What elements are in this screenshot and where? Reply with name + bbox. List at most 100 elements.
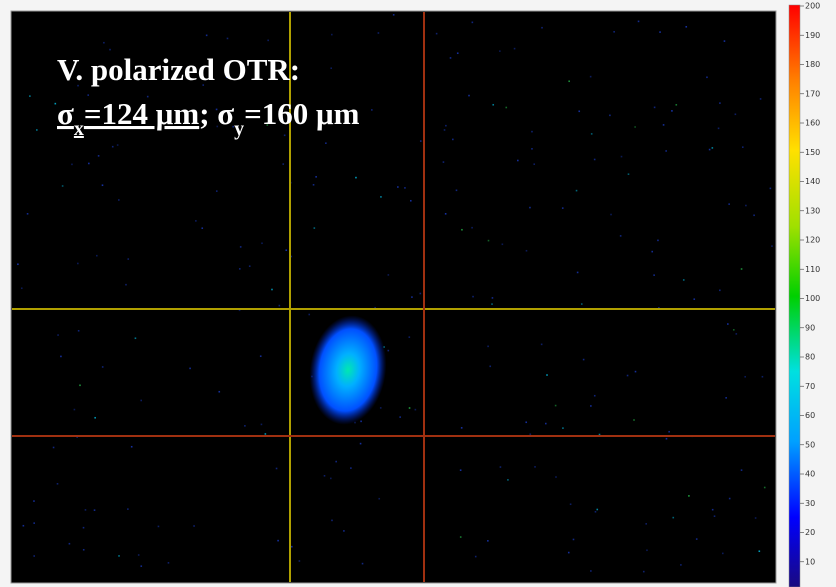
noise-dot	[741, 268, 743, 270]
noise-dot	[291, 546, 293, 548]
tick-label: 140	[805, 177, 820, 186]
noise-dot	[335, 461, 337, 463]
tick-label: 150	[805, 148, 820, 157]
noise-dot	[680, 564, 682, 566]
noise-dot	[260, 355, 262, 357]
tick-label: 110	[805, 265, 820, 274]
tick-label: 180	[805, 60, 820, 69]
noise-dot	[712, 147, 714, 149]
noise-dot	[109, 49, 111, 51]
noise-dot	[577, 272, 579, 274]
noise-dot	[696, 538, 698, 540]
noise-dot	[499, 50, 501, 52]
noise-dot	[651, 251, 653, 253]
noise-dot	[299, 560, 301, 562]
noise-dot	[507, 479, 509, 481]
noise-dot	[131, 446, 133, 448]
noise-dot	[719, 290, 721, 292]
noise-dot	[657, 240, 659, 242]
noise-dot	[771, 245, 773, 247]
noise-dot	[69, 543, 71, 545]
noise-dot	[709, 149, 711, 151]
noise-dot	[399, 416, 401, 418]
noise-dot	[613, 31, 615, 33]
noise-dot	[590, 405, 592, 407]
noise-dot	[378, 498, 380, 500]
noise-dot	[753, 214, 755, 216]
tick-label: 170	[805, 89, 820, 98]
noise-dot	[168, 562, 170, 564]
tick-label: 130	[805, 206, 820, 215]
noise-dot	[420, 293, 422, 295]
noise-dot	[138, 554, 140, 556]
noise-dot	[570, 503, 572, 505]
noise-dot	[277, 540, 279, 542]
noise-dot	[724, 40, 726, 42]
noise-dot	[265, 433, 267, 435]
noise-dot	[659, 31, 661, 33]
noise-dot	[591, 133, 593, 135]
noise-dot	[125, 284, 127, 286]
noise-dot	[568, 80, 570, 82]
noise-dot	[313, 184, 315, 186]
noise-dot	[78, 330, 80, 332]
noise-dot	[735, 113, 737, 115]
noise-dot	[330, 67, 332, 69]
noise-dot	[529, 433, 531, 435]
noise-dot	[94, 509, 96, 511]
noise-dot	[98, 155, 100, 157]
noise-dot	[118, 199, 120, 201]
noise-dot	[267, 40, 269, 42]
noise-dot	[380, 407, 382, 409]
tick-label: 40	[805, 470, 815, 479]
noise-dot	[404, 187, 406, 189]
noise-dot	[555, 405, 557, 407]
noise-dot	[609, 115, 611, 117]
noise-dot	[261, 424, 263, 426]
tick-label: 80	[805, 353, 815, 362]
noise-dot	[590, 76, 592, 78]
noise-dot	[733, 329, 735, 331]
noise-dot	[583, 359, 585, 361]
noise-dot	[409, 336, 411, 338]
noise-dot	[505, 107, 507, 109]
noise-dot	[555, 476, 557, 478]
noise-dot	[83, 549, 85, 551]
colorbar	[789, 5, 800, 587]
noise-dot	[654, 107, 656, 109]
noise-dot	[472, 296, 474, 298]
noise-dot	[714, 515, 716, 517]
noise-dot	[415, 409, 417, 411]
noise-dot	[55, 103, 57, 105]
noise-dot	[201, 227, 203, 229]
noise-dot	[140, 400, 142, 402]
noise-dot	[594, 395, 596, 397]
noise-dot	[461, 427, 463, 429]
noise-dot	[635, 371, 637, 373]
noise-dot	[719, 102, 721, 104]
noise-dot	[371, 109, 373, 111]
tick-label: 70	[805, 382, 815, 391]
noise-dot	[578, 110, 580, 112]
noise-dot	[645, 523, 647, 525]
noise-dot	[688, 495, 690, 497]
noise-dot	[653, 274, 655, 276]
noise-dot	[330, 478, 332, 480]
noise-dot	[102, 366, 104, 368]
noise-dot	[411, 296, 413, 298]
noise-dot	[244, 425, 246, 427]
noise-dot	[397, 186, 399, 188]
tick-label: 160	[805, 119, 820, 128]
noise-dot	[85, 509, 87, 511]
noise-dot	[491, 303, 493, 305]
noise-dot	[261, 242, 263, 244]
annotation-title: V. polarized OTR:	[57, 52, 300, 87]
noise-dot	[33, 522, 35, 524]
noise-dot	[759, 550, 761, 552]
noise-dot	[502, 243, 504, 245]
noise-dot	[666, 438, 668, 440]
noise-dot	[77, 263, 79, 265]
noise-dot	[610, 214, 612, 216]
noise-dot	[103, 42, 105, 44]
noise-dot	[562, 207, 564, 209]
